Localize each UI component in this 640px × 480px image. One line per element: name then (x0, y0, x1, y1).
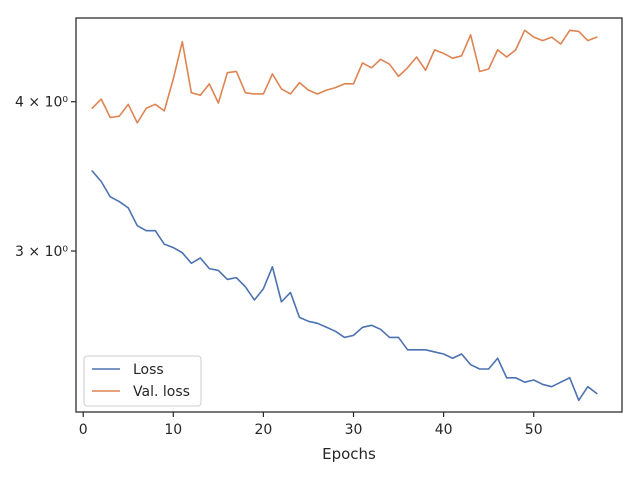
legend-label-val-loss: Val. loss (133, 384, 190, 400)
legend-label-loss: Loss (133, 362, 164, 378)
x-axis-label: Epochs (322, 445, 376, 463)
y-axis: 3 × 10⁰ 4 × 10⁰ (15, 95, 76, 260)
series-line-loss (91, 170, 598, 402)
y-tick-label: 4 × 10⁰ (15, 95, 68, 111)
x-tick-label: 20 (254, 422, 272, 438)
y-tick-label: 3 × 10⁰ (15, 244, 68, 260)
x-tick-label: 10 (164, 422, 182, 438)
x-tick-label: 40 (435, 422, 453, 438)
series-line-val-loss (91, 29, 598, 124)
x-axis: 0 10 20 30 40 50 (79, 412, 543, 438)
x-tick-label: 50 (525, 422, 543, 438)
x-tick-label: 30 (345, 422, 363, 438)
plot-area (76, 18, 622, 412)
x-tick-label: 0 (79, 422, 88, 438)
legend: Loss Val. loss (83, 355, 202, 407)
series-layer (91, 29, 598, 402)
plot-frame (75, 17, 623, 413)
